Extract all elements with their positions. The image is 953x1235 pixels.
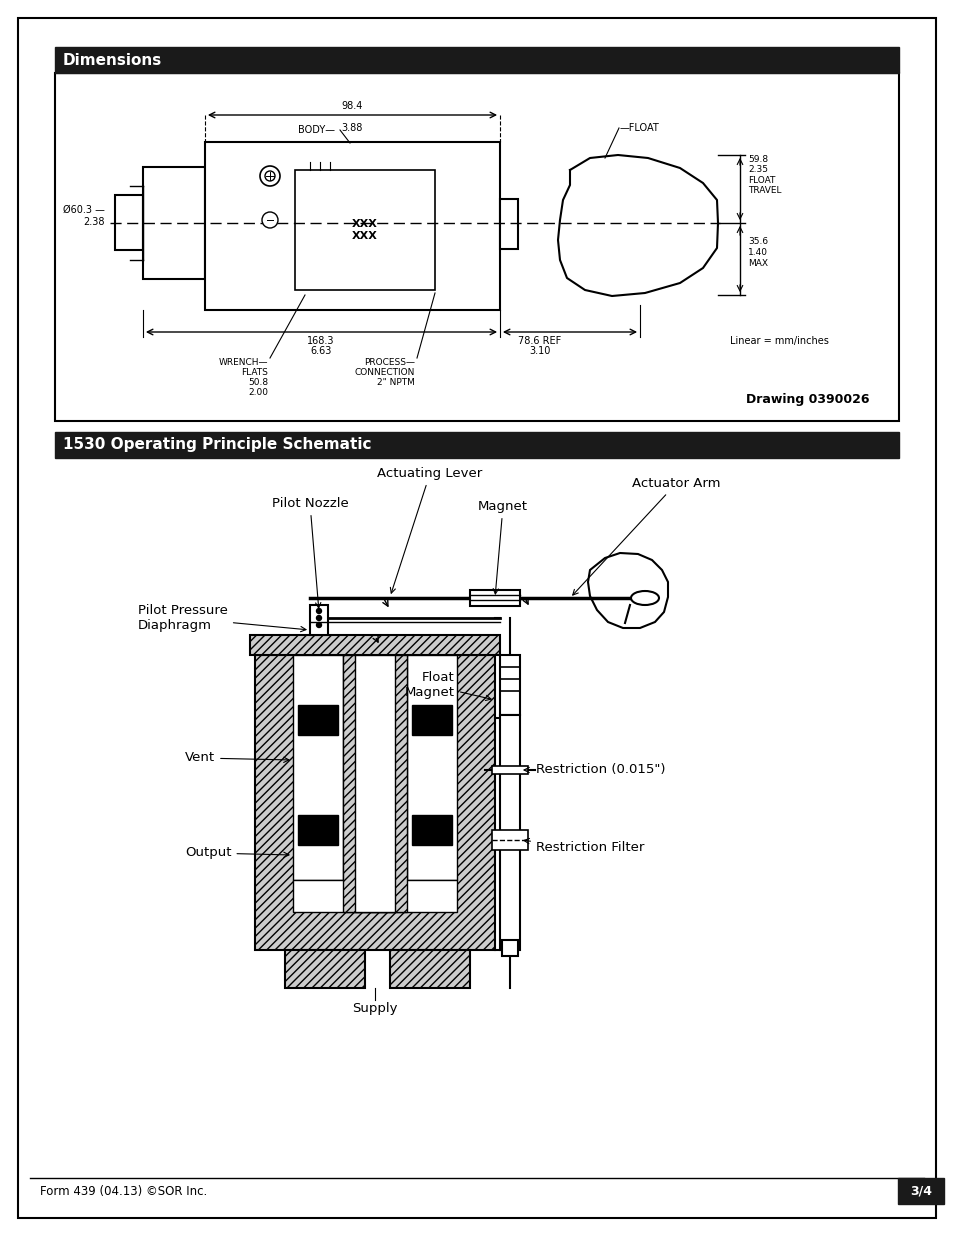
Text: 78.6 REF: 78.6 REF xyxy=(517,336,561,346)
Bar xyxy=(492,766,527,774)
Bar xyxy=(310,605,328,635)
Text: Pilot Pressure
Diaphragm: Pilot Pressure Diaphragm xyxy=(138,604,306,632)
Text: WRENCH—: WRENCH— xyxy=(218,358,268,367)
Bar xyxy=(492,830,527,850)
Text: Restriction (0.015"): Restriction (0.015") xyxy=(523,763,665,777)
Text: 168.3: 168.3 xyxy=(307,336,335,346)
Text: Float
Magnet: Float Magnet xyxy=(405,671,491,700)
Text: Magnet: Magnet xyxy=(477,500,527,594)
Text: 2" NPTM: 2" NPTM xyxy=(376,378,415,387)
Text: Actuator Arm: Actuator Arm xyxy=(572,477,720,595)
Ellipse shape xyxy=(630,592,659,605)
Text: 59.8: 59.8 xyxy=(747,156,767,164)
Text: 98.4: 98.4 xyxy=(341,101,363,111)
Bar xyxy=(55,432,898,458)
Circle shape xyxy=(316,615,321,620)
Bar xyxy=(293,655,343,881)
Text: Dimensions: Dimensions xyxy=(63,53,162,68)
Bar xyxy=(297,705,337,735)
Text: 3.10: 3.10 xyxy=(529,346,550,356)
Bar xyxy=(254,655,495,950)
Bar xyxy=(390,950,470,988)
Text: —FLOAT: —FLOAT xyxy=(619,124,659,133)
Bar xyxy=(250,635,499,655)
Text: 2.38: 2.38 xyxy=(84,217,105,227)
Bar xyxy=(355,655,395,911)
Text: 50.8: 50.8 xyxy=(248,378,268,387)
Text: 3/4: 3/4 xyxy=(909,1184,931,1198)
Text: Form 439 (04.13) ©SOR Inc.: Form 439 (04.13) ©SOR Inc. xyxy=(40,1186,207,1198)
Text: Pilot Nozzle: Pilot Nozzle xyxy=(272,496,348,608)
Text: 35.6: 35.6 xyxy=(747,237,767,246)
Circle shape xyxy=(262,212,277,228)
Text: 3.88: 3.88 xyxy=(341,124,363,133)
Text: XXX
XXX: XXX XXX xyxy=(352,219,377,241)
Text: 2.35: 2.35 xyxy=(747,165,767,174)
Bar xyxy=(297,815,337,845)
Text: PROCESS—: PROCESS— xyxy=(364,358,415,367)
Bar xyxy=(343,655,407,911)
Bar xyxy=(55,73,898,421)
Circle shape xyxy=(316,622,321,627)
Text: 1.40: 1.40 xyxy=(747,248,767,257)
Bar xyxy=(285,950,365,988)
Bar xyxy=(412,815,452,845)
Bar xyxy=(205,142,499,310)
Bar xyxy=(897,1178,943,1204)
Bar xyxy=(143,167,205,279)
Text: Output: Output xyxy=(185,846,289,860)
Bar xyxy=(55,47,898,73)
Text: TRAVEL: TRAVEL xyxy=(747,186,781,195)
Bar xyxy=(470,590,519,606)
Text: Restriction Filter: Restriction Filter xyxy=(523,839,643,855)
Text: FLATS: FLATS xyxy=(241,368,268,377)
Text: Supply: Supply xyxy=(352,1002,397,1015)
Bar xyxy=(407,655,456,881)
Bar xyxy=(293,881,456,911)
Bar xyxy=(499,715,519,950)
Text: 6.63: 6.63 xyxy=(310,346,332,356)
Bar xyxy=(115,195,143,249)
Bar xyxy=(501,940,517,956)
Bar xyxy=(412,705,452,735)
Circle shape xyxy=(316,609,321,614)
Text: BODY—: BODY— xyxy=(297,125,335,135)
Text: Drawing 0390026: Drawing 0390026 xyxy=(745,394,869,406)
Text: Vent: Vent xyxy=(185,752,289,764)
Polygon shape xyxy=(587,553,667,629)
Text: 1530 Operating Principle Schematic: 1530 Operating Principle Schematic xyxy=(63,437,371,452)
Text: MAX: MAX xyxy=(747,259,767,268)
Text: Actuating Lever: Actuating Lever xyxy=(377,467,482,593)
Text: Ø60.3 —: Ø60.3 — xyxy=(63,205,105,215)
Bar xyxy=(499,199,517,249)
Text: CONNECTION: CONNECTION xyxy=(355,368,415,377)
Circle shape xyxy=(260,165,280,186)
Bar xyxy=(294,170,435,290)
Text: Linear = mm/inches: Linear = mm/inches xyxy=(729,336,828,346)
Text: 2.00: 2.00 xyxy=(248,388,268,396)
Circle shape xyxy=(265,170,274,182)
Bar xyxy=(499,655,519,715)
Text: FLOAT: FLOAT xyxy=(747,177,775,185)
